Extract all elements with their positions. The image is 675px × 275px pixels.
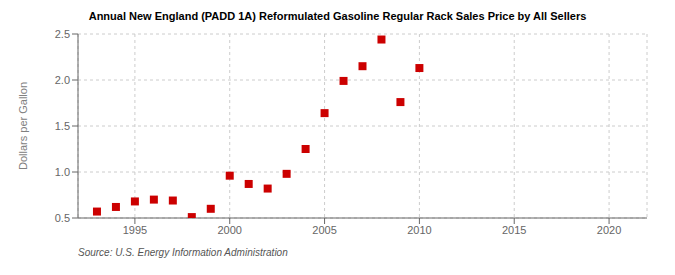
svg-text:2.5: 2.5: [55, 28, 70, 40]
svg-text:1.5: 1.5: [55, 120, 70, 132]
svg-text:2010: 2010: [407, 224, 431, 236]
svg-text:2005: 2005: [312, 224, 336, 236]
svg-text:1995: 1995: [123, 224, 147, 236]
svg-text:2015: 2015: [502, 224, 526, 236]
svg-text:1.0: 1.0: [55, 166, 70, 178]
svg-text:Dollars per Gallon: Dollars per Gallon: [17, 82, 29, 170]
svg-text:0.5: 0.5: [55, 212, 70, 224]
svg-text:2020: 2020: [597, 224, 621, 236]
svg-text:2000: 2000: [217, 224, 241, 236]
svg-text:2.0: 2.0: [55, 74, 70, 86]
html-text:Source: U.S. Energy Informatio: Source: U.S. Energy Information Administ…: [78, 247, 288, 258]
html-text:Annual New England (PADD 1A) R: Annual New England (PADD 1A) Reformulate…: [88, 10, 587, 22]
